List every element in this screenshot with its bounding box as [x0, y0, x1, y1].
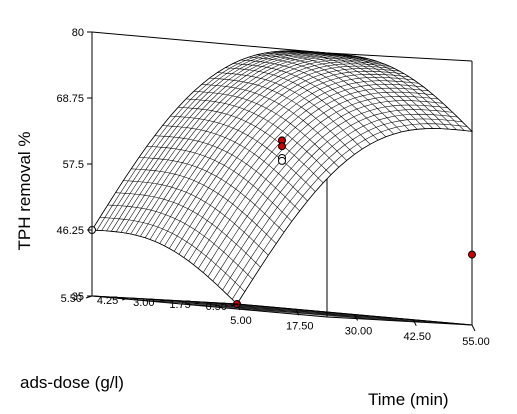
y-tick-mark	[194, 301, 201, 305]
surface-mesh-line	[149, 61, 386, 240]
design-point	[278, 142, 286, 151]
surface-mesh-line	[115, 52, 352, 232]
surface-mesh-line	[159, 65, 395, 244]
y-tick-mark	[230, 303, 238, 307]
x-tick-label: 5.00	[230, 315, 251, 327]
y-tick-mark	[158, 299, 165, 303]
surface-mesh-line	[217, 109, 453, 286]
x-tick-label: 17.50	[286, 320, 314, 332]
z-axis-title: TPH removal %	[15, 131, 34, 250]
y-tick-label: 0.50	[206, 301, 227, 313]
surface-mesh-line	[130, 55, 366, 235]
floor-contour	[223, 307, 388, 321]
surface-mesh-line	[164, 68, 400, 247]
x-tick-label: 42.50	[403, 331, 431, 343]
x-tick-mark	[295, 309, 300, 316]
y-tick-mark	[85, 295, 93, 299]
surface-mesh-line	[231, 123, 468, 300]
x-tick-mark	[412, 319, 417, 326]
y-tick-mark	[122, 297, 129, 301]
z-tick-label: 46.25	[56, 225, 84, 237]
surface-mesh-line	[125, 54, 361, 234]
x-tick-mark	[354, 314, 358, 321]
design-point	[468, 250, 476, 259]
surface-mesh-line	[222, 113, 458, 291]
surface-mesh-line	[91, 50, 328, 231]
x-tick-label: 30.00	[345, 326, 373, 338]
surface-mesh-line	[202, 95, 439, 273]
z-tick-label: 80	[72, 27, 84, 39]
surface-mesh-line	[212, 104, 448, 282]
box-edge	[326, 52, 473, 62]
surface-mesh-line	[193, 87, 429, 265]
x-tick-mark	[471, 324, 476, 332]
surface-group	[91, 50, 474, 305]
x-tick-label: 55.00	[462, 336, 490, 348]
surface-fill	[91, 50, 474, 305]
surface-mesh-line	[120, 53, 357, 233]
surface-mesh-line	[236, 128, 473, 305]
z-tick-label: 68.75	[56, 93, 84, 105]
x-axis-title: Time (min)	[368, 390, 449, 409]
surface-mesh-line	[173, 73, 410, 252]
surface-mesh-line	[140, 58, 376, 237]
surface-mesh-line	[207, 100, 444, 277]
floor-contour	[134, 299, 441, 324]
surface-mesh-line	[154, 63, 390, 242]
surface-mesh-line	[144, 59, 381, 238]
surface-mesh-line	[111, 52, 347, 232]
surface-mesh-line	[227, 118, 463, 295]
y-tick-label: 1.75	[169, 299, 190, 311]
surface-mesh-line	[183, 80, 419, 258]
surface-mesh-line	[198, 91, 434, 269]
y-tick-label: 3.00	[133, 297, 154, 309]
floor-contour	[178, 303, 415, 323]
x-tick-mark	[236, 303, 241, 311]
surface-mesh-line	[101, 51, 337, 231]
z-tick-label: 57.5	[63, 159, 84, 171]
surface-mesh-line	[106, 51, 342, 232]
surface-mesh-line	[135, 56, 371, 236]
surface-mesh-line	[169, 70, 405, 249]
y-tick-label: 4.25	[97, 295, 118, 307]
y-axis-title: ads-dose (g/l)	[20, 373, 124, 392]
y-tick-label: 5.50	[61, 293, 82, 305]
surface-mesh-line	[188, 84, 424, 262]
tick-labels-group: 35 46.25 57.5 68.75 80 0.50 1.75 3.00 4.25 5.50 5.…	[56, 27, 489, 348]
box-edge	[91, 31, 328, 54]
surface-mesh-line	[178, 77, 415, 255]
design-point	[278, 156, 286, 165]
surface-mesh-line	[96, 50, 332, 231]
z-tick-label: 35	[72, 291, 84, 303]
